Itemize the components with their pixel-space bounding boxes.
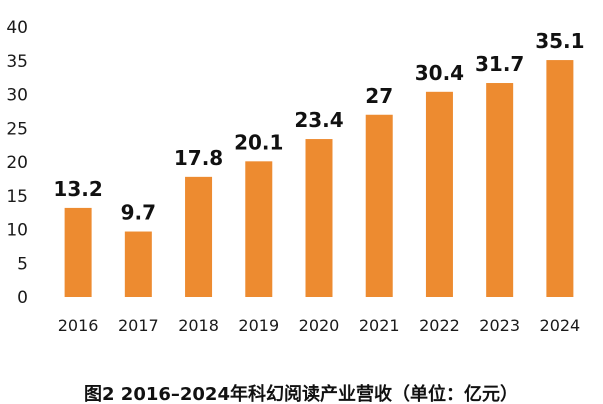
y-tick-label: 25 <box>6 119 28 139</box>
y-tick-label: 30 <box>6 86 28 106</box>
y-tick-label: 20 <box>6 153 28 173</box>
bar-value-label: 20.1 <box>234 130 283 154</box>
x-tick-label: 2024 <box>540 316 581 335</box>
bar <box>64 207 92 297</box>
bar <box>486 83 514 298</box>
x-tick-label: 2021 <box>359 316 400 335</box>
bar-value-label: 27 <box>365 84 393 108</box>
bar <box>245 161 273 297</box>
y-tick-label: 15 <box>6 187 28 207</box>
x-tick-label: 2016 <box>58 316 99 335</box>
bars <box>64 60 574 298</box>
bar-value-label: 31.7 <box>475 52 524 76</box>
bar <box>425 91 453 297</box>
x-tick-label: 2020 <box>299 316 340 335</box>
x-tick-label: 2018 <box>178 316 219 335</box>
bar <box>185 176 213 297</box>
bar <box>546 60 574 298</box>
x-axis: 2016 2017 2018 2019 2020 2021 2022 2023 2024 <box>58 316 580 335</box>
bar-value-label: 9.7 <box>121 201 156 225</box>
y-tick-label: 35 <box>6 52 28 72</box>
y-tick-label: 5 <box>17 254 28 274</box>
y-axis: 0 5 10 15 20 25 30 35 40 <box>6 18 28 308</box>
x-tick-label: 2023 <box>479 316 520 335</box>
x-tick-label: 2017 <box>118 316 159 335</box>
bar-value-label: 23.4 <box>294 108 343 132</box>
bar-value-label: 17.8 <box>174 146 223 170</box>
x-tick-label: 2019 <box>238 316 279 335</box>
bar <box>305 139 333 297</box>
y-tick-label: 10 <box>6 221 28 241</box>
bar <box>124 231 152 297</box>
bar-value-label: 35.1 <box>535 29 584 53</box>
x-tick-label: 2022 <box>419 316 460 335</box>
bar-value-label: 30.4 <box>415 61 464 85</box>
y-tick-label: 0 <box>17 288 28 308</box>
chart-caption: 图2 2016–2024年科幻阅读产业营收（单位：亿元） <box>84 383 518 404</box>
bar <box>365 114 393 297</box>
y-tick-label: 40 <box>6 18 28 38</box>
value-labels: 13.2 9.7 17.8 20.1 23.4 27 30.4 31.7 35.1 <box>53 29 584 224</box>
bar-value-label: 13.2 <box>53 177 102 201</box>
